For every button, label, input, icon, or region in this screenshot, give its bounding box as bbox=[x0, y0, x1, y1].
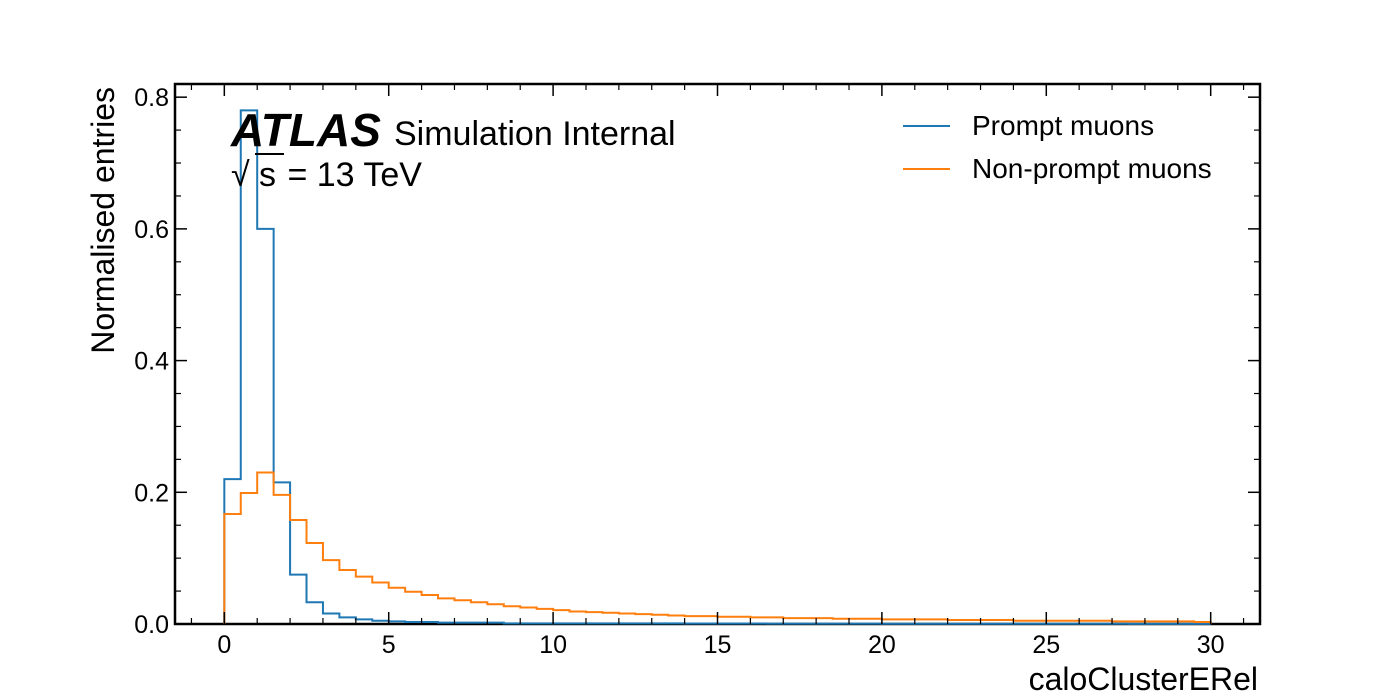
y-tick-label: 0.6 bbox=[134, 216, 169, 244]
x-tick-label: 10 bbox=[539, 631, 567, 659]
y-tick-label: 0.2 bbox=[134, 479, 169, 507]
x-tick-label: 15 bbox=[704, 631, 732, 659]
y-tick-label: 0.0 bbox=[134, 611, 169, 639]
atlas-logo-text: ATLAS bbox=[230, 104, 381, 156]
series-layer bbox=[223, 109, 1212, 625]
legend-label-prompt: Prompt muons bbox=[972, 110, 1154, 141]
tick-layer bbox=[175, 84, 1260, 625]
energy-sqrt-symbol: √ bbox=[231, 156, 250, 194]
x-tick-label: 25 bbox=[1032, 631, 1060, 659]
energy-value: = 13 TeV bbox=[278, 156, 422, 194]
x-tick-label: 30 bbox=[1197, 631, 1225, 659]
y-tick-label: 0.4 bbox=[134, 348, 169, 376]
plot-frame bbox=[173, 82, 1262, 626]
legend: Prompt muons Non-prompt muons bbox=[903, 110, 1212, 184]
x-tick-label: 5 bbox=[382, 631, 396, 659]
series-prompt-muons-histogram bbox=[223, 109, 1212, 625]
y-axis-title: Normalised entries bbox=[85, 87, 121, 354]
tick-label-layer: 0 5 10 15 20 25 30 0.0 0.2 0.4 0.6 0.8 bbox=[134, 84, 1224, 659]
x-tick-label: 20 bbox=[868, 631, 896, 659]
y-tick-label: 0.8 bbox=[134, 84, 169, 112]
energy-s: s bbox=[259, 156, 276, 194]
legend-label-nonprompt: Non-prompt muons bbox=[972, 153, 1212, 184]
simulation-label: Simulation Internal bbox=[394, 115, 676, 153]
x-axis-title: caloClusterERel bbox=[1029, 661, 1258, 697]
series-nonprompt-muons-histogram bbox=[223, 471, 1212, 624]
x-tick-label: 0 bbox=[217, 631, 231, 659]
